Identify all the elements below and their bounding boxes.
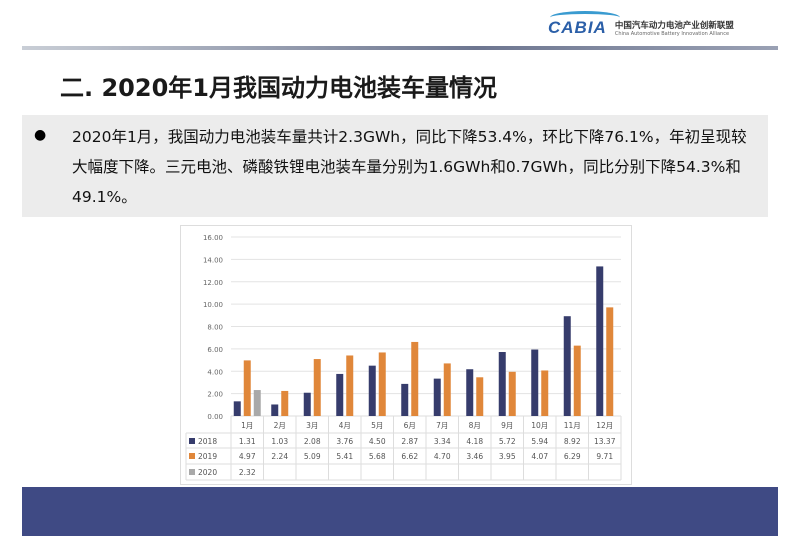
footer-bar — [22, 487, 778, 536]
logo-cn: 中国汽车动力电池产业创新联盟 — [614, 21, 734, 31]
x-tick-label: 11月 — [564, 421, 581, 430]
y-tick-label: 14.00 — [203, 256, 223, 264]
data-label: 3.76 — [336, 437, 353, 446]
summary-text: 2020年1月，我国动力电池装车量共计2.3GWh，同比下降53.4%，环比下降… — [72, 128, 747, 206]
bullet-icon: ● — [34, 127, 47, 143]
data-label: 6.62 — [401, 452, 418, 461]
data-label: 4.18 — [466, 437, 483, 446]
bar-2018 — [596, 266, 604, 416]
x-tick-label: 8月 — [469, 421, 481, 430]
bar-2018 — [303, 392, 311, 416]
bar-2019 — [541, 370, 549, 416]
data-label: 5.41 — [336, 452, 353, 461]
data-label: 5.72 — [499, 437, 516, 446]
bar-2018 — [563, 316, 571, 416]
logo: CABIA 中国汽车动力电池产业创新联盟 China Automotive Ba… — [548, 11, 734, 38]
bar-2018 — [336, 373, 344, 416]
data-label: 5.68 — [369, 452, 386, 461]
data-label: 1.31 — [239, 437, 256, 446]
data-label: 6.29 — [564, 452, 581, 461]
data-label: 4.70 — [434, 452, 451, 461]
data-label: 2.24 — [271, 452, 288, 461]
data-label: 5.09 — [304, 452, 321, 461]
bar-2018 — [531, 349, 539, 416]
x-tick-label: 12月 — [596, 421, 613, 430]
bar-2018 — [433, 378, 441, 416]
data-label: 4.07 — [531, 452, 548, 461]
legend-label: 2019 — [198, 452, 217, 461]
data-label: 3.34 — [434, 437, 451, 446]
slide-title: 二. 2020年1月我国动力电池装车量情况 — [60, 74, 497, 102]
y-tick-label: 16.00 — [203, 234, 223, 242]
bar-2019 — [281, 390, 289, 416]
x-tick-label: 1月 — [241, 421, 253, 430]
legend-label: 2020 — [198, 468, 217, 477]
y-tick-label: 4.00 — [207, 368, 223, 376]
bar-2019 — [508, 371, 516, 416]
bar-2019 — [243, 360, 251, 416]
data-label: 3.95 — [499, 452, 516, 461]
legend-swatch-2019 — [189, 453, 195, 459]
bar-2018 — [401, 383, 409, 416]
data-label: 2.87 — [401, 437, 418, 446]
summary-box: ● 2020年1月，我国动力电池装车量共计2.3GWh，同比下降53.4%，环比… — [22, 115, 768, 217]
bar-2019 — [346, 355, 354, 416]
x-tick-label: 5月 — [371, 421, 383, 430]
data-label: 13.37 — [594, 437, 616, 446]
x-tick-label: 6月 — [404, 421, 416, 430]
bar-2018 — [271, 404, 279, 416]
data-label: 1.03 — [271, 437, 288, 446]
data-label: 5.94 — [531, 437, 548, 446]
y-tick-label: 12.00 — [203, 279, 223, 287]
cabia-logo-mark: CABIA — [548, 11, 620, 37]
bar-2019 — [606, 307, 614, 416]
x-tick-label: 9月 — [501, 421, 513, 430]
bar-2019 — [443, 363, 451, 416]
y-tick-label: 8.00 — [207, 324, 223, 332]
y-tick-label: 2.00 — [207, 391, 223, 399]
x-tick-label: 2月 — [274, 421, 286, 430]
bar-2018 — [466, 369, 474, 416]
bar-chart: 0.00 2.00 4.00 6.00 8.00 10.00 12.00 14.00 16.00… — [180, 225, 632, 485]
bar-2019 — [313, 359, 321, 416]
y-tick-label: 0.00 — [207, 413, 223, 421]
legend-label: 2018 — [198, 437, 217, 446]
y-tick-label: 10.00 — [203, 301, 223, 309]
data-label: 3.46 — [466, 452, 483, 461]
data-label: 2.08 — [304, 437, 321, 446]
x-tick-label: 4月 — [339, 421, 351, 430]
data-label: 4.50 — [369, 437, 386, 446]
x-tick-label: 3月 — [306, 421, 318, 430]
data-label: 8.92 — [564, 437, 581, 446]
bar-2019 — [378, 352, 386, 416]
logo-en: China Automotive Battery Innovation Alli… — [614, 31, 730, 37]
y-tick-label: 6.00 — [207, 346, 223, 354]
x-tick-label: 7月 — [436, 421, 448, 430]
legend-swatch-2020 — [189, 469, 195, 475]
chart-svg: 0.00 2.00 4.00 6.00 8.00 10.00 12.00 14.00 16.00… — [185, 234, 622, 481]
data-label: 2.32 — [239, 468, 256, 477]
bar-2019 — [476, 377, 484, 416]
bar-2019 — [573, 345, 581, 416]
header-divider — [22, 46, 778, 50]
bar-2018 — [498, 352, 506, 416]
legend-swatch-2018 — [189, 438, 195, 444]
bar-2018 — [368, 365, 376, 416]
bar-2020 — [253, 390, 261, 416]
bar-2018 — [233, 401, 241, 416]
data-label: 4.97 — [239, 452, 256, 461]
data-label: 9.71 — [596, 452, 613, 461]
bar-2019 — [411, 341, 419, 416]
x-tick-label: 10月 — [531, 421, 548, 430]
